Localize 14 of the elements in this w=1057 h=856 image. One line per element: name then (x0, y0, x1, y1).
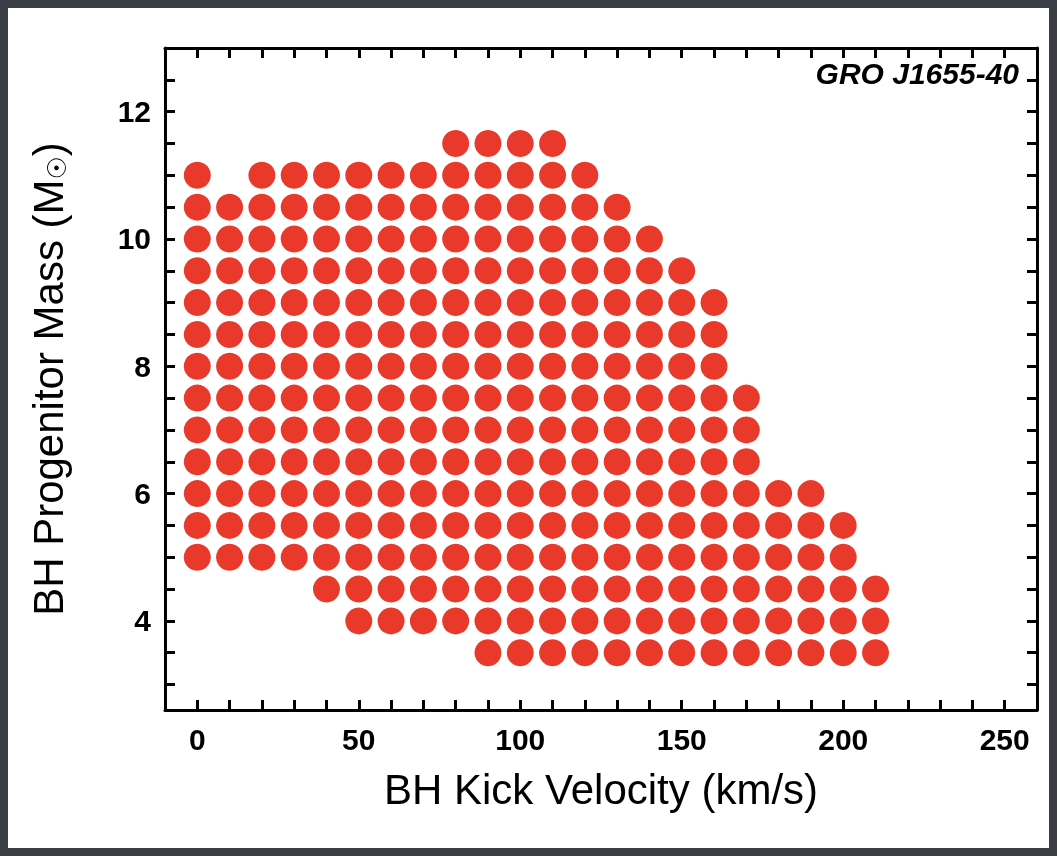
y-tick-label: 12 (117, 95, 151, 129)
x-tick-label: 150 (656, 722, 707, 756)
y-tick-label: 6 (134, 477, 151, 511)
x-tick-label: 0 (188, 722, 206, 756)
x-tick-label: 250 (979, 722, 1030, 756)
y-axis-title: BH Progenitor Mass (M☉) (24, 142, 72, 616)
y-tick-label: 10 (117, 222, 151, 256)
x-tick-label: 50 (342, 722, 376, 756)
x-tick-label: 100 (495, 722, 546, 756)
y-tick-label: 8 (134, 349, 151, 383)
y-tick-label: 4 (134, 604, 152, 638)
x-axis-title: BH Kick Velocity (km/s) (383, 765, 819, 813)
annotation: GRO J1655-40 (815, 56, 1020, 90)
x-tick-label: 200 (818, 722, 869, 756)
